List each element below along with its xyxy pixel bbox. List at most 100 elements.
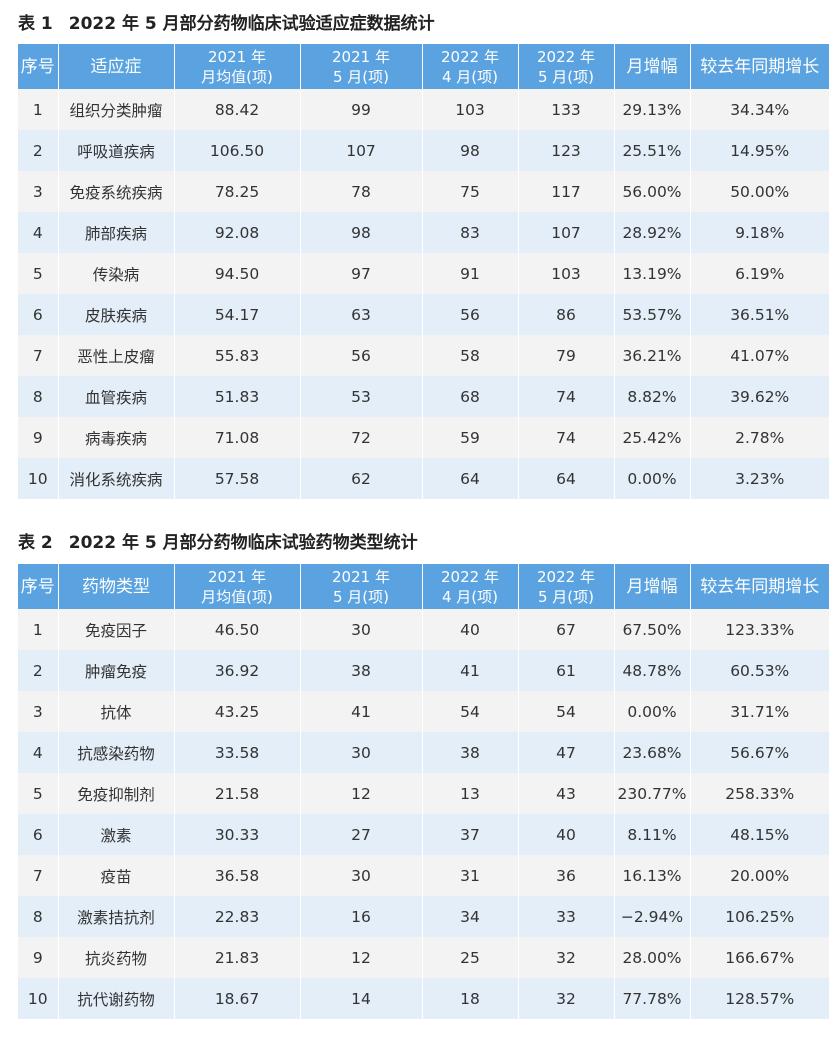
table-row: 2 呼吸道疾病 106.50 107 98 123 25.51% 14.95% xyxy=(18,130,829,171)
cell-avg-2021: 51.83 xyxy=(173,376,300,417)
cell-may-2022: 123 xyxy=(517,130,614,171)
cell-may-2021: 63 xyxy=(299,294,422,335)
cell-monthly-growth: 13.19% xyxy=(613,253,690,294)
table-row: 7 恶性上皮瘤 55.83 56 58 79 36.21% 41.07% xyxy=(18,335,829,376)
cell-may-2021: 16 xyxy=(299,896,422,937)
table1-header-indication: 适应症 xyxy=(57,44,174,89)
cell-avg-2021: 21.58 xyxy=(173,773,300,814)
cell-may-2022: 33 xyxy=(517,896,614,937)
cell-may-2022: 86 xyxy=(517,294,614,335)
cell-may-2021: 27 xyxy=(299,814,422,855)
table-row: 8 血管疾病 51.83 53 68 74 8.82% 39.62% xyxy=(18,376,829,417)
cell-name: 肺部疾病 xyxy=(57,212,174,253)
table-row: 10 消化系统疾病 57.58 62 64 64 0.00% 3.23% xyxy=(18,458,829,499)
cell-apr-2022: 58 xyxy=(421,335,518,376)
cell-index: 9 xyxy=(18,937,58,978)
cell-may-2021: 12 xyxy=(299,937,422,978)
cell-avg-2021: 92.08 xyxy=(173,212,300,253)
table2-header-yoy-growth: 较去年同期增长 xyxy=(689,564,829,609)
cell-index: 1 xyxy=(18,89,58,130)
cell-may-2021: 30 xyxy=(299,855,422,896)
cell-index: 8 xyxy=(18,376,58,417)
cell-may-2021: 99 xyxy=(299,89,422,130)
cell-index: 1 xyxy=(18,609,58,650)
cell-may-2022: 36 xyxy=(517,855,614,896)
cell-monthly-growth: 8.11% xyxy=(613,814,690,855)
table-row: 4 肺部疾病 92.08 98 83 107 28.92% 9.18% xyxy=(18,212,829,253)
table2-caption-title: 2022 年 5 月部分药物临床试验药物类型统计 xyxy=(68,533,418,553)
table-row: 6 激素 30.33 27 37 40 8.11% 48.15% xyxy=(18,814,829,855)
table-row: 3 免疫系统疾病 78.25 78 75 117 56.00% 50.00% xyxy=(18,171,829,212)
cell-monthly-growth: −2.94% xyxy=(613,896,690,937)
cell-monthly-growth: 77.78% xyxy=(613,978,690,1019)
cell-apr-2022: 34 xyxy=(421,896,518,937)
cell-index: 7 xyxy=(18,855,58,896)
cell-apr-2022: 68 xyxy=(421,376,518,417)
cell-yoy-growth: 166.67% xyxy=(689,937,829,978)
cell-monthly-growth: 53.57% xyxy=(613,294,690,335)
cell-name: 激素 xyxy=(57,814,174,855)
cell-monthly-growth: 48.78% xyxy=(613,650,690,691)
cell-index: 5 xyxy=(18,253,58,294)
cell-may-2022: 74 xyxy=(517,376,614,417)
cell-yoy-growth: 20.00% xyxy=(689,855,829,896)
cell-monthly-growth: 230.77% xyxy=(613,773,690,814)
cell-avg-2021: 88.42 xyxy=(173,89,300,130)
cell-monthly-growth: 28.92% xyxy=(613,212,690,253)
table2-caption: 表 2 2022 年 5 月部分药物临床试验药物类型统计 xyxy=(18,528,418,553)
table2-caption-number: 表 2 xyxy=(18,533,53,553)
cell-avg-2021: 22.83 xyxy=(173,896,300,937)
cell-avg-2021: 57.58 xyxy=(173,458,300,499)
table-row: 9 病毒疾病 71.08 72 59 74 25.42% 2.78% xyxy=(18,417,829,458)
cell-may-2022: 54 xyxy=(517,691,614,732)
cell-may-2022: 107 xyxy=(517,212,614,253)
cell-may-2021: 56 xyxy=(299,335,422,376)
cell-may-2021: 12 xyxy=(299,773,422,814)
cell-index: 8 xyxy=(18,896,58,937)
cell-yoy-growth: 106.25% xyxy=(689,896,829,937)
cell-monthly-growth: 8.82% xyxy=(613,376,690,417)
cell-monthly-growth: 56.00% xyxy=(613,171,690,212)
cell-avg-2021: 106.50 xyxy=(173,130,300,171)
table-row: 3 抗体 43.25 41 54 54 0.00% 31.71% xyxy=(18,691,829,732)
cell-yoy-growth: 3.23% xyxy=(689,458,829,499)
cell-index: 6 xyxy=(18,814,58,855)
cell-apr-2022: 54 xyxy=(421,691,518,732)
cell-avg-2021: 21.83 xyxy=(173,937,300,978)
cell-avg-2021: 46.50 xyxy=(173,609,300,650)
cell-yoy-growth: 6.19% xyxy=(689,253,829,294)
cell-name: 皮肤疾病 xyxy=(57,294,174,335)
cell-may-2021: 97 xyxy=(299,253,422,294)
table2-header-index: 序号 xyxy=(18,564,58,609)
table1-caption: 表 1 2022 年 5 月部分药物临床试验适应症数据统计 xyxy=(18,9,435,34)
cell-apr-2022: 41 xyxy=(421,650,518,691)
table1-header-yoy-growth: 较去年同期增长 xyxy=(689,44,829,89)
cell-may-2022: 79 xyxy=(517,335,614,376)
cell-index: 7 xyxy=(18,335,58,376)
cell-may-2022: 74 xyxy=(517,417,614,458)
cell-may-2021: 30 xyxy=(299,609,422,650)
cell-may-2022: 133 xyxy=(517,89,614,130)
table2-header-monthly-growth: 月增幅 xyxy=(613,564,690,609)
cell-may-2021: 14 xyxy=(299,978,422,1019)
cell-avg-2021: 43.25 xyxy=(173,691,300,732)
cell-yoy-growth: 48.15% xyxy=(689,814,829,855)
table-row: 7 疫苗 36.58 30 31 36 16.13% 20.00% xyxy=(18,855,829,896)
cell-index: 2 xyxy=(18,650,58,691)
cell-apr-2022: 75 xyxy=(421,171,518,212)
cell-monthly-growth: 0.00% xyxy=(613,458,690,499)
cell-apr-2022: 37 xyxy=(421,814,518,855)
table-row: 10 抗代谢药物 18.67 14 18 32 77.78% 128.57% xyxy=(18,978,829,1019)
cell-apr-2022: 59 xyxy=(421,417,518,458)
cell-avg-2021: 54.17 xyxy=(173,294,300,335)
cell-apr-2022: 40 xyxy=(421,609,518,650)
cell-index: 3 xyxy=(18,691,58,732)
cell-yoy-growth: 14.95% xyxy=(689,130,829,171)
cell-yoy-growth: 123.33% xyxy=(689,609,829,650)
cell-monthly-growth: 67.50% xyxy=(613,609,690,650)
cell-yoy-growth: 128.57% xyxy=(689,978,829,1019)
